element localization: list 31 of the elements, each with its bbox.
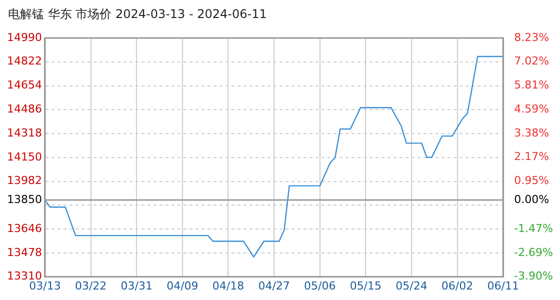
y-tick-label: 14318: [6, 126, 42, 140]
y2-tick-label: -2.69%: [514, 246, 554, 259]
x-tick-label: 05/24: [396, 279, 428, 292]
x-tick-label: 05/15: [350, 279, 382, 292]
y-tick-label: 13982: [6, 174, 42, 188]
y2-tick-label: 8.23%: [514, 30, 550, 44]
x-tick-label: 06/02: [441, 279, 474, 292]
x-tick-label: 04/27: [258, 279, 290, 292]
y2-tick-label: 7.02%: [514, 54, 550, 68]
y-tick-label: 14486: [6, 102, 42, 116]
x-tick-label: 04/18: [212, 279, 244, 292]
y-tick-label: 14654: [6, 78, 42, 92]
y-tick-label: 14822: [6, 54, 42, 68]
y2-tick-label: -1.47%: [514, 222, 554, 235]
y2-tick-label: 3.38%: [514, 126, 550, 140]
y2-tick-label: 0.95%: [514, 174, 550, 188]
chart-title: 电解锰 华东 市场价 2024-03-13 - 2024-06-11: [8, 6, 267, 23]
y2-tick-label: 5.81%: [514, 78, 550, 92]
x-tick-label: 03/13: [29, 279, 61, 292]
x-tick-label: 03/22: [74, 279, 107, 292]
y-tick-label: 13850: [6, 192, 42, 206]
y2-tick-label: 0.00%: [514, 192, 550, 206]
y-tick-label: 14990: [6, 30, 42, 44]
y-tick-label: 13478: [6, 246, 42, 259]
y2-tick-label: 2.17%: [514, 150, 550, 164]
y-tick-label: 14150: [6, 150, 42, 164]
x-tick-label: 05/06: [304, 279, 336, 292]
x-tick-label: 04/09: [166, 279, 198, 292]
x-tick-label: 03/31: [120, 279, 152, 292]
y2-tick-label: 4.59%: [514, 102, 550, 116]
y-tick-label: 13646: [6, 222, 42, 235]
